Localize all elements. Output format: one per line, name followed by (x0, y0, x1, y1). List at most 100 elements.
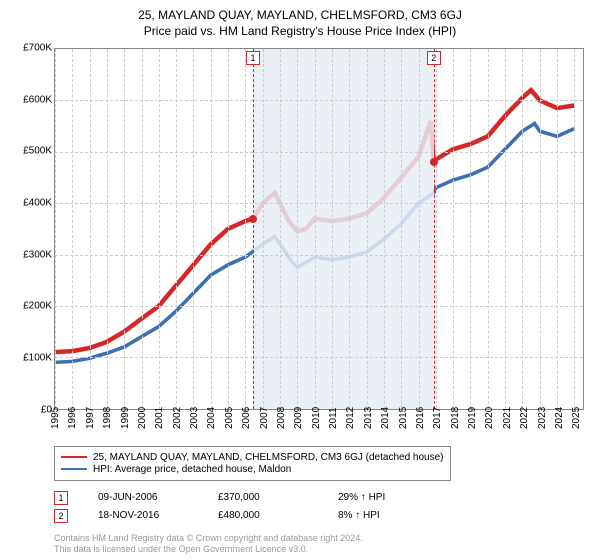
marker-1-label: 1 (246, 51, 260, 65)
title-block: 25, MAYLAND QUAY, MAYLAND, CHELMSFORD, C… (10, 8, 590, 38)
x-tick-label: 2002 (172, 406, 183, 428)
grid-line-h (55, 255, 583, 256)
x-tick-label: 2013 (363, 406, 374, 428)
marker-table-row: 1 09-JUN-2006 £370,000 29% ↑ HPI (54, 491, 590, 505)
marker-id-box: 2 (54, 509, 68, 523)
marker-table-row: 2 18-NOV-2016 £480,000 8% ↑ HPI (54, 509, 590, 523)
marker-id-box: 1 (54, 491, 68, 505)
marker-date: 09-JUN-2006 (98, 492, 188, 503)
x-tick-label: 2014 (380, 406, 391, 428)
marker-2-label: 2 (427, 51, 441, 65)
marker-hpi-delta: 8% ↑ HPI (338, 510, 428, 521)
x-tick-label: 2006 (241, 406, 252, 428)
x-tick-label: 2016 (415, 406, 426, 428)
x-tick-label: 2009 (293, 406, 304, 428)
grid-line-v (315, 49, 316, 409)
marker-1-line (253, 49, 254, 409)
grid-line-v (574, 49, 575, 409)
grid-line-v (263, 49, 264, 409)
x-tick-label: 2024 (554, 406, 565, 428)
x-tick-label: 2001 (154, 406, 165, 428)
grid-line-v (332, 49, 333, 409)
x-tick-label: 2022 (519, 406, 530, 428)
footer-line-1: Contains HM Land Registry data © Crown c… (54, 533, 590, 545)
legend-label: 25, MAYLAND QUAY, MAYLAND, CHELMSFORD, C… (93, 452, 444, 463)
chart-area: 12 £0£100K£200K£300K£400K£500K£600K£700K… (10, 44, 590, 440)
x-tick-label: 1996 (67, 406, 78, 428)
grid-line-v (280, 49, 281, 409)
marker-price: £480,000 (218, 510, 308, 521)
grid-line-v (505, 49, 506, 409)
x-tick-label: 1999 (120, 406, 131, 428)
grid-line-v (384, 49, 385, 409)
marker-date: 18-NOV-2016 (98, 510, 188, 521)
x-tick-label: 2017 (432, 406, 443, 428)
x-tick-label: 2008 (276, 406, 287, 428)
legend-swatch (61, 468, 87, 470)
grid-line-v (159, 49, 160, 409)
grid-line-v (419, 49, 420, 409)
grid-line-v (90, 49, 91, 409)
grid-line-v (55, 49, 56, 409)
chart-subtitle: Price paid vs. HM Land Registry's House … (10, 24, 590, 38)
legend-swatch (61, 456, 87, 458)
marker-2-dot (430, 158, 438, 166)
grid-line-v (453, 49, 454, 409)
y-tick-label: £600K (10, 94, 52, 105)
x-tick-label: 2010 (311, 406, 322, 428)
x-tick-label: 2007 (259, 406, 270, 428)
grid-line-v (522, 49, 523, 409)
legend: 25, MAYLAND QUAY, MAYLAND, CHELMSFORD, C… (54, 446, 451, 481)
legend-row: HPI: Average price, detached house, Mald… (61, 464, 444, 475)
marker-price: £370,000 (218, 492, 308, 503)
x-tick-label: 2004 (206, 406, 217, 428)
x-tick-label: 1997 (85, 406, 96, 428)
grid-line-h (55, 357, 583, 358)
grid-line-v (349, 49, 350, 409)
plot-area: 12 (54, 48, 584, 410)
grid-line-h (55, 203, 583, 204)
grid-line-v (470, 49, 471, 409)
grid-line-v (401, 49, 402, 409)
x-tick-label: 2019 (467, 406, 478, 428)
grid-line-v (540, 49, 541, 409)
grid-line-v (176, 49, 177, 409)
grid-line-h (55, 152, 583, 153)
x-tick-label: 2015 (398, 406, 409, 428)
chart-title-address: 25, MAYLAND QUAY, MAYLAND, CHELMSFORD, C… (10, 8, 590, 22)
footer-line-2: This data is licensed under the Open Gov… (54, 544, 590, 556)
legend-row: 25, MAYLAND QUAY, MAYLAND, CHELMSFORD, C… (61, 452, 444, 463)
y-tick-label: £0 (10, 404, 52, 415)
grid-line-v (228, 49, 229, 409)
y-tick-label: £500K (10, 146, 52, 157)
x-tick-label: 2003 (189, 406, 200, 428)
grid-line-v (193, 49, 194, 409)
x-tick-label: 2018 (450, 406, 461, 428)
grid-line-v (436, 49, 437, 409)
y-tick-label: £300K (10, 249, 52, 260)
y-tick-label: £100K (10, 352, 52, 363)
grid-line-v (107, 49, 108, 409)
grid-line-v (297, 49, 298, 409)
grid-line-h (55, 306, 583, 307)
grid-line-v (367, 49, 368, 409)
x-tick-label: 2021 (502, 406, 513, 428)
x-tick-label: 2020 (484, 406, 495, 428)
y-tick-label: £200K (10, 301, 52, 312)
grid-line-v (124, 49, 125, 409)
chart-container: 25, MAYLAND QUAY, MAYLAND, CHELMSFORD, C… (0, 0, 600, 560)
footer-attribution: Contains HM Land Registry data © Crown c… (54, 533, 590, 556)
marker-hpi-delta: 29% ↑ HPI (338, 492, 428, 503)
x-tick-label: 2025 (571, 406, 582, 428)
x-tick-label: 2023 (537, 406, 548, 428)
y-tick-label: £400K (10, 197, 52, 208)
marker-1-dot (249, 215, 257, 223)
legend-label: HPI: Average price, detached house, Mald… (93, 464, 291, 475)
grid-line-v (245, 49, 246, 409)
x-tick-label: 2012 (345, 406, 356, 428)
x-tick-label: 2000 (137, 406, 148, 428)
marker-table: 1 09-JUN-2006 £370,000 29% ↑ HPI 2 18-NOV-201… (54, 487, 590, 527)
x-tick-label: 2011 (328, 407, 339, 429)
grid-line-h (55, 100, 583, 101)
grid-line-v (557, 49, 558, 409)
